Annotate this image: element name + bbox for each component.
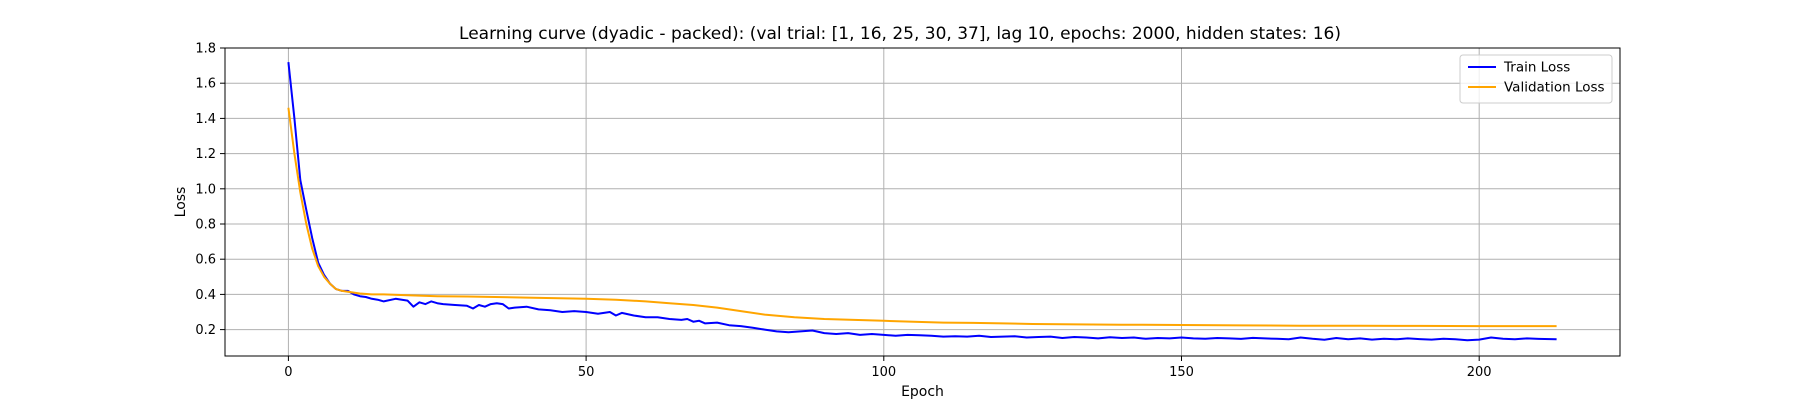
x-tick-label: 50 (578, 365, 595, 380)
legend-box (1459, 54, 1613, 104)
y-tick-label: 1.2 (195, 147, 216, 162)
y-tick-label: 1.0 (195, 182, 216, 197)
y-tick-label: 0.4 (195, 288, 216, 303)
legend-label-train-loss: Train Loss (1503, 60, 1570, 76)
x-tick-label: 150 (1169, 365, 1194, 380)
y-tick-label: 0.8 (195, 218, 216, 233)
axis-ticks: 0 50 100 150 200 0.2 0.4 0.6 0.8 1.0 1.2 1.4 1.6 1.8 (195, 42, 1491, 381)
train-loss-line (287, 61, 1557, 342)
series-lines (287, 61, 1557, 342)
chart-title: Learning curve (dyadic - packed): (val t… (459, 24, 1341, 44)
x-tick-label: 200 (1467, 365, 1492, 380)
x-tick-label: 0 (284, 365, 292, 380)
y-tick-label: 1.4 (195, 112, 216, 127)
plot-frame (224, 47, 1621, 357)
y-tick-label: 0.6 (195, 253, 216, 268)
legend-label-validation-loss: Validation Loss (1504, 80, 1605, 96)
x-axis-title: Epoch (901, 384, 944, 400)
y-tick-label: 1.8 (195, 42, 216, 57)
y-axis-title: Loss (173, 187, 189, 218)
legend: Train Loss Validation Loss (1459, 54, 1613, 104)
x-tick-label: 100 (871, 365, 896, 380)
y-tick-label: 0.2 (195, 323, 216, 338)
y-tick-label: 1.6 (195, 77, 216, 92)
validation-loss-line (287, 107, 1557, 328)
